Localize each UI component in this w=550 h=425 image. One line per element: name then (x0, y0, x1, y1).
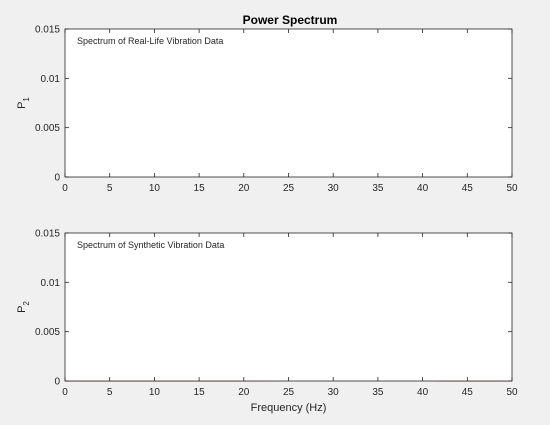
y-axis-label-main: P (16, 102, 28, 109)
y-axis-label-subscript: 1 (22, 97, 31, 102)
x-tick-label: 10 (149, 183, 161, 194)
y-tick-label: 0 (54, 173, 60, 184)
figure-title: Power Spectrum (243, 13, 338, 27)
y-tick-label: 0.005 (35, 123, 60, 134)
x-tick-label: 25 (283, 183, 295, 194)
x-tick-label: 35 (372, 387, 384, 398)
axes-frame (64, 232, 513, 382)
x-tick-label: 30 (328, 183, 340, 194)
axes-synthetic: 0 5 10 15 20 25 30 35 40 45 50 0 0.005 0.01 0.015 Spect… (16, 229, 518, 415)
x-tick-label: 40 (417, 387, 429, 398)
y-tick-label: 0.015 (35, 229, 60, 240)
x-tick-label: 40 (417, 183, 429, 194)
x-tick-label: 25 (283, 387, 295, 398)
axes-frame (64, 28, 513, 178)
y-tick-label: 0.01 (41, 278, 61, 289)
x-tick-label: 0 (62, 183, 68, 194)
x-tick-label: 10 (149, 387, 161, 398)
y-tick-label: 0 (54, 377, 60, 388)
x-tick-label: 45 (462, 183, 474, 194)
y-tick-label: 0.015 (35, 25, 60, 36)
x-tick-label: 15 (194, 387, 206, 398)
y-axis-label: P2 (16, 301, 31, 313)
x-axis-label: Frequency (Hz) (251, 402, 327, 414)
x-tick-label: 20 (238, 387, 250, 398)
axes-real-life: 0 5 10 15 20 25 30 35 40 45 50 0 0.005 0.01 0.015 Spect… (16, 25, 518, 195)
x-tick-label: 30 (328, 387, 340, 398)
x-tick-label: 0 (62, 387, 68, 398)
y-axis-label: P1 (16, 97, 31, 109)
y-axis-label-main: P (16, 306, 28, 313)
y-tick-label: 0.01 (41, 74, 61, 85)
x-tick-label: 45 (462, 387, 474, 398)
x-tick-label: 5 (107, 387, 113, 398)
x-tick-label: 20 (238, 183, 250, 194)
axes-annotation: Spectrum of Synthetic Vibration Data (77, 240, 224, 250)
y-axis-label-subscript: 2 (22, 301, 31, 306)
x-tick-label: 5 (107, 183, 113, 194)
x-tick-label: 50 (506, 183, 518, 194)
y-tick-label: 0.005 (35, 327, 60, 338)
axes-annotation: Spectrum of Real-Life Vibration Data (77, 36, 223, 46)
x-tick-label: 15 (194, 183, 206, 194)
x-tick-label: 35 (372, 183, 384, 194)
x-tick-label: 50 (506, 387, 518, 398)
